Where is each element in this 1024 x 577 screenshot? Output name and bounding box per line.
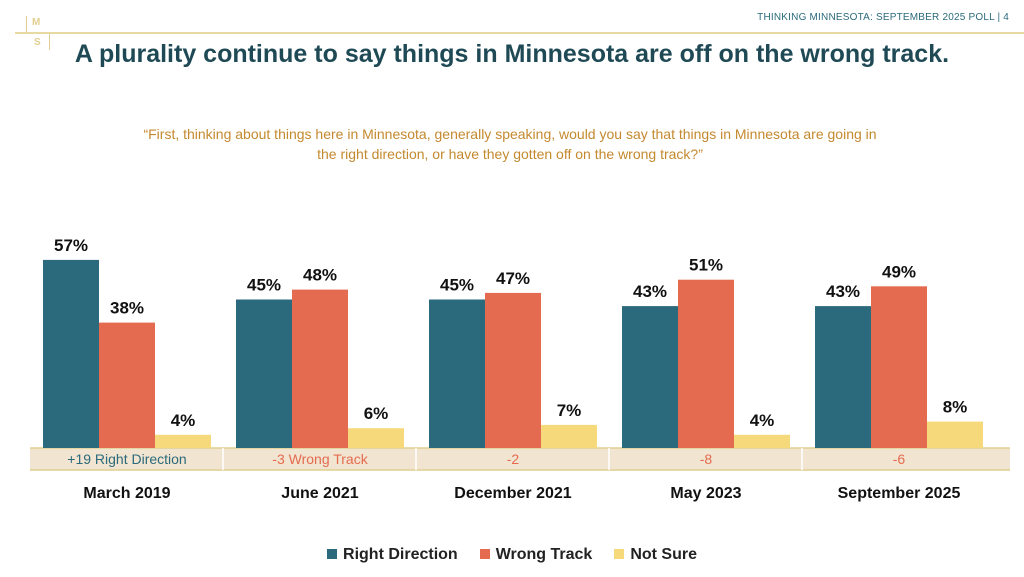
legend-swatch <box>614 549 625 559</box>
bar-wrong-track <box>99 322 155 448</box>
bar-wrong-track <box>292 289 348 448</box>
legend-label: Not Sure <box>630 546 697 563</box>
logo-s: S <box>34 37 41 48</box>
category-label: December 2021 <box>454 485 572 502</box>
legend-item: Right Direction <box>327 546 458 564</box>
header-rule <box>15 32 1024 34</box>
bar-not-sure <box>348 428 404 448</box>
bar-not-sure <box>541 424 597 448</box>
legend-item: Wrong Track <box>479 546 593 564</box>
slide-title: A plurality continue to say things in Mi… <box>74 40 950 68</box>
bar-right-direction <box>236 299 292 448</box>
logo-m: M <box>32 17 41 28</box>
data-label: 43% <box>826 282 860 301</box>
data-label: 4% <box>171 411 196 430</box>
logo-line <box>26 16 27 33</box>
legend-swatch <box>327 549 338 559</box>
category-label: May 2023 <box>670 485 741 502</box>
category-label: September 2025 <box>838 485 961 502</box>
data-label: 45% <box>440 276 474 295</box>
legend-label: Right Direction <box>343 546 458 563</box>
data-label: 38% <box>110 299 144 318</box>
survey-question: “First, thinking about things here in Mi… <box>143 126 877 162</box>
data-label: 6% <box>364 404 389 423</box>
net-label: -3 Wrong Track <box>272 451 368 467</box>
bar-right-direction <box>429 299 485 448</box>
bar-wrong-track <box>485 292 541 448</box>
bar-wrong-track <box>871 286 927 448</box>
data-label: 4% <box>750 411 775 430</box>
net-label: -2 <box>507 451 520 467</box>
net-label: +19 Right Direction <box>67 451 186 467</box>
data-label: 8% <box>943 398 968 417</box>
running-title: THINKING MINNESOTA: SEPTEMBER 2025 POLL … <box>757 12 1009 23</box>
data-label: 45% <box>247 276 281 295</box>
data-label: 7% <box>557 401 582 420</box>
data-label: 51% <box>689 256 723 275</box>
bar-right-direction <box>815 306 871 448</box>
logo-line <box>49 34 50 50</box>
data-label: 47% <box>496 269 530 288</box>
data-label: 57% <box>54 236 88 255</box>
data-label: 49% <box>882 262 916 281</box>
legend-item: Not Sure <box>614 546 697 564</box>
legend-swatch <box>479 549 490 559</box>
category-label: June 2021 <box>281 485 358 502</box>
net-label: -8 <box>700 451 713 467</box>
bar-not-sure <box>927 421 983 448</box>
bar-wrong-track <box>678 279 734 448</box>
category-label: March 2019 <box>83 485 170 502</box>
net-band <box>30 448 1010 470</box>
net-label: -6 <box>893 451 906 467</box>
bar-not-sure <box>734 434 790 448</box>
data-label: 48% <box>303 266 337 285</box>
bar-not-sure <box>155 434 211 448</box>
legend: Right Direction Wrong Track Not Sure <box>0 546 1024 564</box>
legend-label: Wrong Track <box>495 546 593 563</box>
bar-right-direction <box>43 259 99 448</box>
data-label: 43% <box>633 282 667 301</box>
bar-right-direction <box>622 306 678 448</box>
